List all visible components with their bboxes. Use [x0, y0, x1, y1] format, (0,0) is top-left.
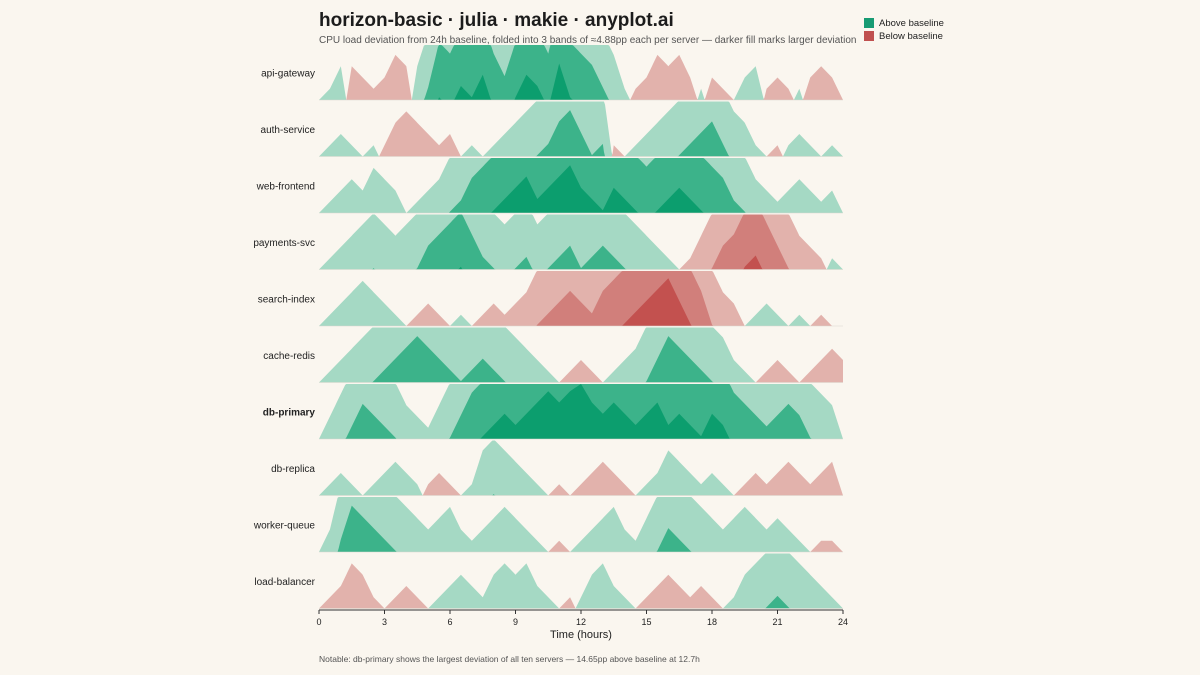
legend: Above baseline Below baseline: [864, 17, 944, 43]
row-search-index: search-index: [258, 271, 843, 327]
row-label-load-balancer: load-balancer: [254, 577, 315, 588]
band-pos-2-payments-svc: [319, 214, 843, 270]
legend-swatch-below: [864, 31, 874, 41]
x-axis-ticks: 0 3 6 9 12 15 18 21 24: [316, 610, 848, 627]
row-worker-queue: worker-queue: [253, 497, 843, 553]
row-label-db-replica: db-replica: [271, 464, 315, 475]
chart-note: Notable: db-primary shows the largest de…: [319, 654, 700, 664]
row-label-payments-svc: payments-svc: [253, 238, 315, 249]
band-neg-1-auth-service: [319, 111, 843, 157]
row-label-worker-queue: worker-queue: [253, 521, 316, 532]
row-label-search-index: search-index: [258, 295, 315, 306]
x-tick-label-15: 15: [641, 617, 651, 627]
legend-label-below: Below baseline: [879, 30, 943, 42]
band-pos-1-db-replica: [319, 440, 843, 496]
band-pos-1-search-index: [319, 280, 843, 326]
band-pos-3-web-frontend: [319, 165, 843, 213]
band-neg-1-search-index: [319, 271, 843, 326]
legend-item-above: Above baseline: [864, 17, 944, 29]
band-neg-1-cache-redis: [319, 348, 843, 383]
band-neg-1-payments-svc: [319, 214, 843, 270]
band-pos-2-worker-queue: [319, 505, 843, 552]
chart-subtitle: CPU load deviation from 24h baseline, fo…: [319, 35, 857, 46]
band-pos-1-worker-queue: [319, 497, 843, 552]
legend-swatch-above: [864, 18, 874, 28]
band-pos-1-load-balancer: [319, 553, 843, 609]
x-tick-label-12: 12: [576, 617, 586, 627]
x-tick-label-6: 6: [447, 617, 452, 627]
row-payments-svc: payments-svc: [253, 214, 843, 270]
x-tick-label-24: 24: [838, 617, 848, 627]
horizon-rows: api-gateway auth-service web-frontend payme…: [253, 45, 843, 609]
row-label-db-primary: db-primary: [263, 408, 316, 419]
row-cache-redis: cache-redis: [263, 327, 843, 383]
row-label-cache-redis: cache-redis: [263, 351, 315, 362]
band-pos-2-auth-service: [319, 110, 843, 157]
legend-item-below: Below baseline: [864, 30, 944, 42]
band-pos-2-web-frontend: [319, 158, 843, 213]
band-pos-3-db-primary: [319, 384, 843, 439]
band-neg-1-load-balancer: [319, 563, 843, 609]
row-web-frontend: web-frontend: [256, 158, 843, 214]
row-load-balancer: load-balancer: [254, 553, 843, 609]
legend-label-above: Above baseline: [879, 17, 944, 29]
row-api-gateway: api-gateway: [261, 45, 843, 101]
band-neg-2-payments-svc: [319, 214, 843, 270]
band-pos-1-cache-redis: [319, 327, 843, 383]
x-axis: 0 3 6 9 12 15 18 21 24 Time (hours): [316, 609, 848, 641]
row-label-api-gateway: api-gateway: [261, 69, 315, 80]
band-neg-2-search-index: [319, 271, 843, 326]
row-db-replica: db-replica: [271, 440, 843, 496]
band-neg-1-db-replica: [319, 461, 843, 496]
x-tick-label-0: 0: [316, 617, 321, 627]
x-tick-label-18: 18: [707, 617, 717, 627]
band-pos-2-api-gateway: [319, 45, 843, 100]
band-pos-2-cache-redis: [319, 336, 843, 383]
x-tick-label-9: 9: [513, 617, 518, 627]
row-auth-service: auth-service: [261, 101, 843, 157]
band-neg-1-api-gateway: [319, 54, 843, 100]
x-tick-label-3: 3: [382, 617, 387, 627]
row-db-primary: db-primary: [263, 384, 843, 440]
x-axis-label: Time (hours): [550, 629, 612, 641]
chart-title: horizon-basic · julia · makie · anyplot.…: [319, 10, 674, 31]
x-tick-label-21: 21: [772, 617, 782, 627]
row-label-auth-service: auth-service: [261, 125, 316, 136]
row-label-web-frontend: web-frontend: [256, 182, 315, 193]
